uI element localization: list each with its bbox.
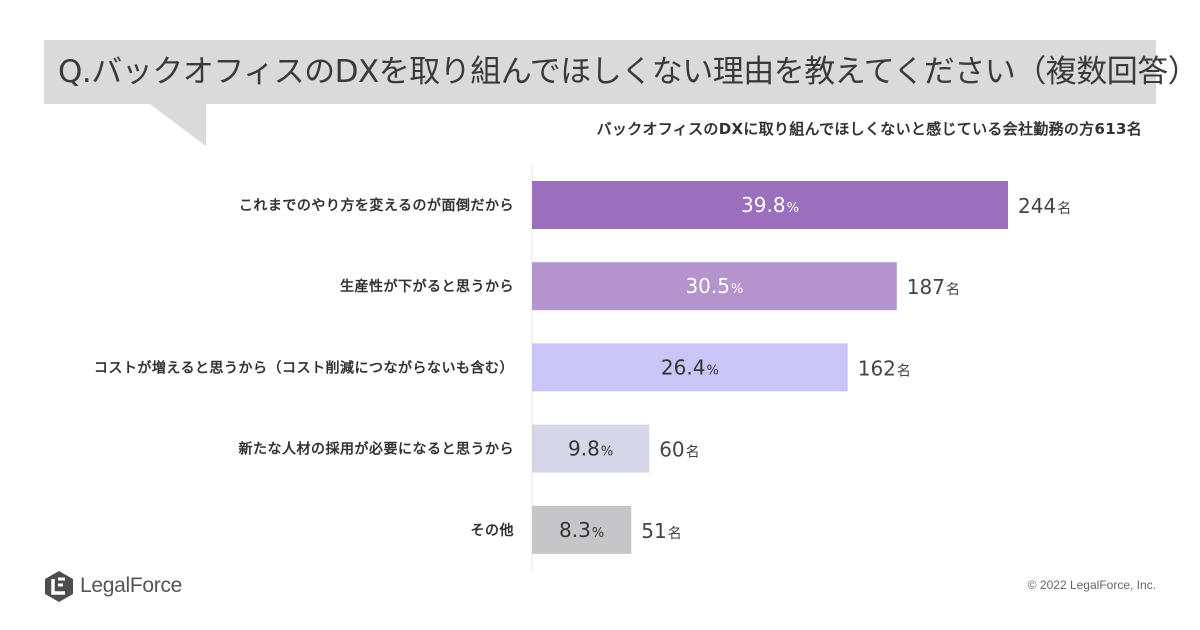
value-number: 26.4 <box>661 355 706 379</box>
legalforce-logo-icon <box>45 571 73 602</box>
count-unit: 名 <box>668 526 682 542</box>
bar <box>532 343 848 392</box>
category-label: 生産性が下がると思うから <box>340 278 514 295</box>
count-label: 60名 <box>659 438 699 462</box>
count-number: 51 <box>641 519 666 543</box>
value-unit: % <box>592 526 604 541</box>
count-unit: 名 <box>1057 201 1071 217</box>
count-unit: 名 <box>946 282 960 298</box>
count-label: 51名 <box>641 519 681 543</box>
bar <box>532 181 1008 229</box>
value-number: 39.8 <box>741 193 786 217</box>
count-number: 60 <box>659 438 684 462</box>
category-label: これまでのやり方を変えるのが面倒だから <box>239 197 514 214</box>
value-number: 8.3 <box>559 518 591 542</box>
category-label: コストが増えると思うから（コスト削減につながらないも含む） <box>94 359 514 376</box>
title-banner <box>44 40 1156 104</box>
logo-text: LegalForce <box>80 574 183 597</box>
count-label: 162名 <box>858 356 911 380</box>
logo: LegalForce <box>44 570 182 602</box>
count-label: 187名 <box>907 275 960 299</box>
count-number: 244 <box>1018 194 1056 218</box>
value-label: 8.3% <box>559 518 604 542</box>
copyright: © 2022 LegalForce, Inc. <box>1027 578 1156 592</box>
value-unit: % <box>731 282 743 297</box>
value-unit: % <box>601 445 613 460</box>
chart-title: Q.バックオフィスのDXを取り組んでほしくない理由を教えてください（複数回答） <box>58 54 1199 90</box>
bar <box>532 262 897 311</box>
count-number: 162 <box>858 356 896 380</box>
count-unit: 名 <box>686 445 700 461</box>
bars-group: これまでのやり方を変えるのが面倒だから 39.8% 244名生産性が下がると思うから… <box>94 181 1071 554</box>
chart-subtitle: バックオフィスのDXに取り組んでほしくないと感じている会社勤務の方613名 <box>596 120 1142 138</box>
value-label: 26.4% <box>661 355 719 379</box>
value-label: 39.8% <box>741 193 799 217</box>
category-label: その他 <box>471 522 515 539</box>
title-banner-tail <box>150 104 206 146</box>
count-number: 187 <box>907 275 945 299</box>
value-unit: % <box>706 363 718 378</box>
count-unit: 名 <box>897 363 911 379</box>
bar <box>532 424 650 473</box>
value-label: 9.8% <box>568 437 613 461</box>
count-label: 244名 <box>1018 194 1071 218</box>
value-number: 30.5 <box>685 274 730 298</box>
category-label: 新たな人材の採用が必要になると思うから <box>239 441 515 458</box>
bar <box>532 505 632 554</box>
value-label: 30.5% <box>685 274 743 298</box>
value-number: 9.8 <box>568 437 600 461</box>
value-unit: % <box>787 201 799 216</box>
